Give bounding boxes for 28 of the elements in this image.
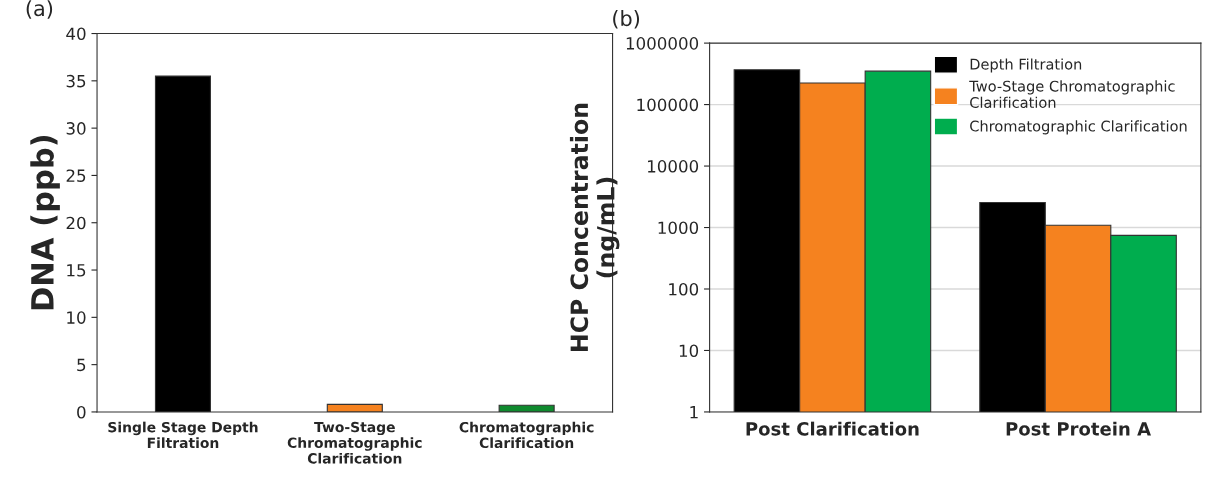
y-tick-label: 1000000 [626, 37, 699, 50]
y-tick-label: 100 [669, 282, 699, 296]
x-tick-label: Single Stage Depth Filtration [108, 421, 258, 449]
y-tick-label: 100000 [637, 98, 699, 112]
y-tick-label: 35 [66, 74, 86, 88]
y-tick-label: 10 [679, 344, 699, 358]
y-tick-label: 30 [66, 122, 86, 135]
y-tick-label: 10000 [648, 160, 699, 173]
y-tick-label: 20 [66, 216, 86, 230]
x-tick-label: Post Protein A [1006, 421, 1151, 436]
y-axis-title: HCP Concentration (ng/mL) [569, 103, 620, 351]
y-tick-label: 1000 [658, 221, 699, 235]
y-tick-label: 15 [67, 264, 86, 277]
chart-title: (a) [26, 0, 53, 19]
y-tick-label: 25 [66, 169, 86, 182]
legend-label: Depth Filtration [970, 58, 1082, 73]
y-tick-label: 10 [67, 311, 86, 324]
x-tick-label: Post Clarification [746, 421, 919, 436]
y-tick-label: 5 [77, 358, 86, 372]
legend-label: Two-Stage Chromatographic Clarification [969, 80, 1175, 108]
legend-label: Chromatographic Clarification [970, 120, 1187, 135]
y-tick-label: 1 [690, 406, 698, 419]
y-axis-title: DNA (ppb) [30, 135, 60, 310]
y-tick-label: 0 [77, 405, 86, 419]
y-tick-label: 40 [66, 27, 86, 41]
x-tick-label: Chromatographic Clarification [459, 421, 594, 449]
chart-title: (b) [613, 10, 640, 29]
x-tick-label: Two-Stage Chromatographic Clarification [287, 421, 422, 464]
